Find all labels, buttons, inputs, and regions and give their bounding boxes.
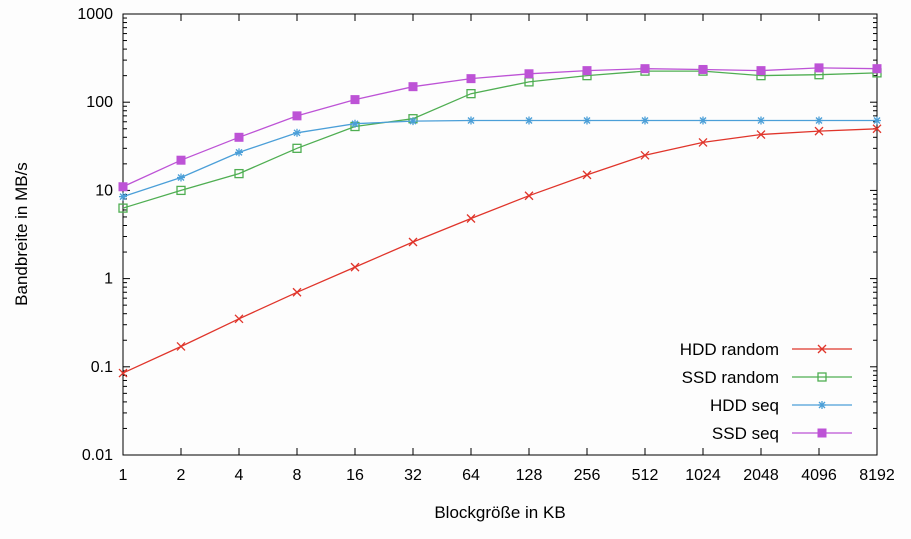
- svg-text:0.1: 0.1: [91, 359, 113, 376]
- legend: HDD random SSD random HDD seq SSD seq: [680, 340, 852, 443]
- legend-entry-ssd-seq: SSD seq: [712, 424, 852, 443]
- svg-text:32: 32: [404, 467, 422, 484]
- legend-entry-hdd-random: HDD random: [680, 340, 852, 359]
- svg-text:4: 4: [235, 467, 244, 484]
- legend-entry-hdd-seq: HDD seq: [710, 396, 852, 415]
- series-hdd-seq: [119, 116, 881, 201]
- svg-text:10: 10: [95, 182, 113, 199]
- series-ssd-seq: [118, 63, 882, 192]
- svg-text:100: 100: [86, 94, 113, 111]
- svg-text:512: 512: [632, 467, 659, 484]
- svg-text:8192: 8192: [859, 467, 895, 484]
- y-axis-label: Bandbreite in MB/s: [12, 162, 31, 306]
- svg-text:8: 8: [293, 467, 302, 484]
- svg-text:2048: 2048: [743, 467, 779, 484]
- svg-text:0.01: 0.01: [82, 447, 113, 464]
- svg-text:1: 1: [104, 271, 113, 288]
- svg-text:HDD seq: HDD seq: [710, 396, 779, 415]
- svg-text:4096: 4096: [801, 467, 837, 484]
- svg-text:128: 128: [516, 467, 543, 484]
- legend-entry-ssd-random: SSD random: [682, 368, 852, 387]
- svg-text:16: 16: [346, 467, 364, 484]
- series-hdd-random: [118, 124, 882, 378]
- svg-text:1: 1: [119, 467, 128, 484]
- svg-text:1024: 1024: [685, 467, 721, 484]
- axis-ticks: 1 2 4 8 16 32 64 128 256 512 1024 2048 4096 8192 0.01 0…: [77, 6, 894, 484]
- svg-text:HDD random: HDD random: [680, 340, 779, 359]
- svg-text:1000: 1000: [77, 6, 113, 23]
- plot-border: [122, 13, 878, 456]
- svg-text:256: 256: [574, 467, 601, 484]
- svg-text:64: 64: [462, 467, 480, 484]
- svg-text:SSD seq: SSD seq: [712, 424, 779, 443]
- svg-text:2: 2: [177, 467, 186, 484]
- x-axis-label: Blockgröße in KB: [434, 503, 566, 522]
- svg-text:SSD random: SSD random: [682, 368, 779, 387]
